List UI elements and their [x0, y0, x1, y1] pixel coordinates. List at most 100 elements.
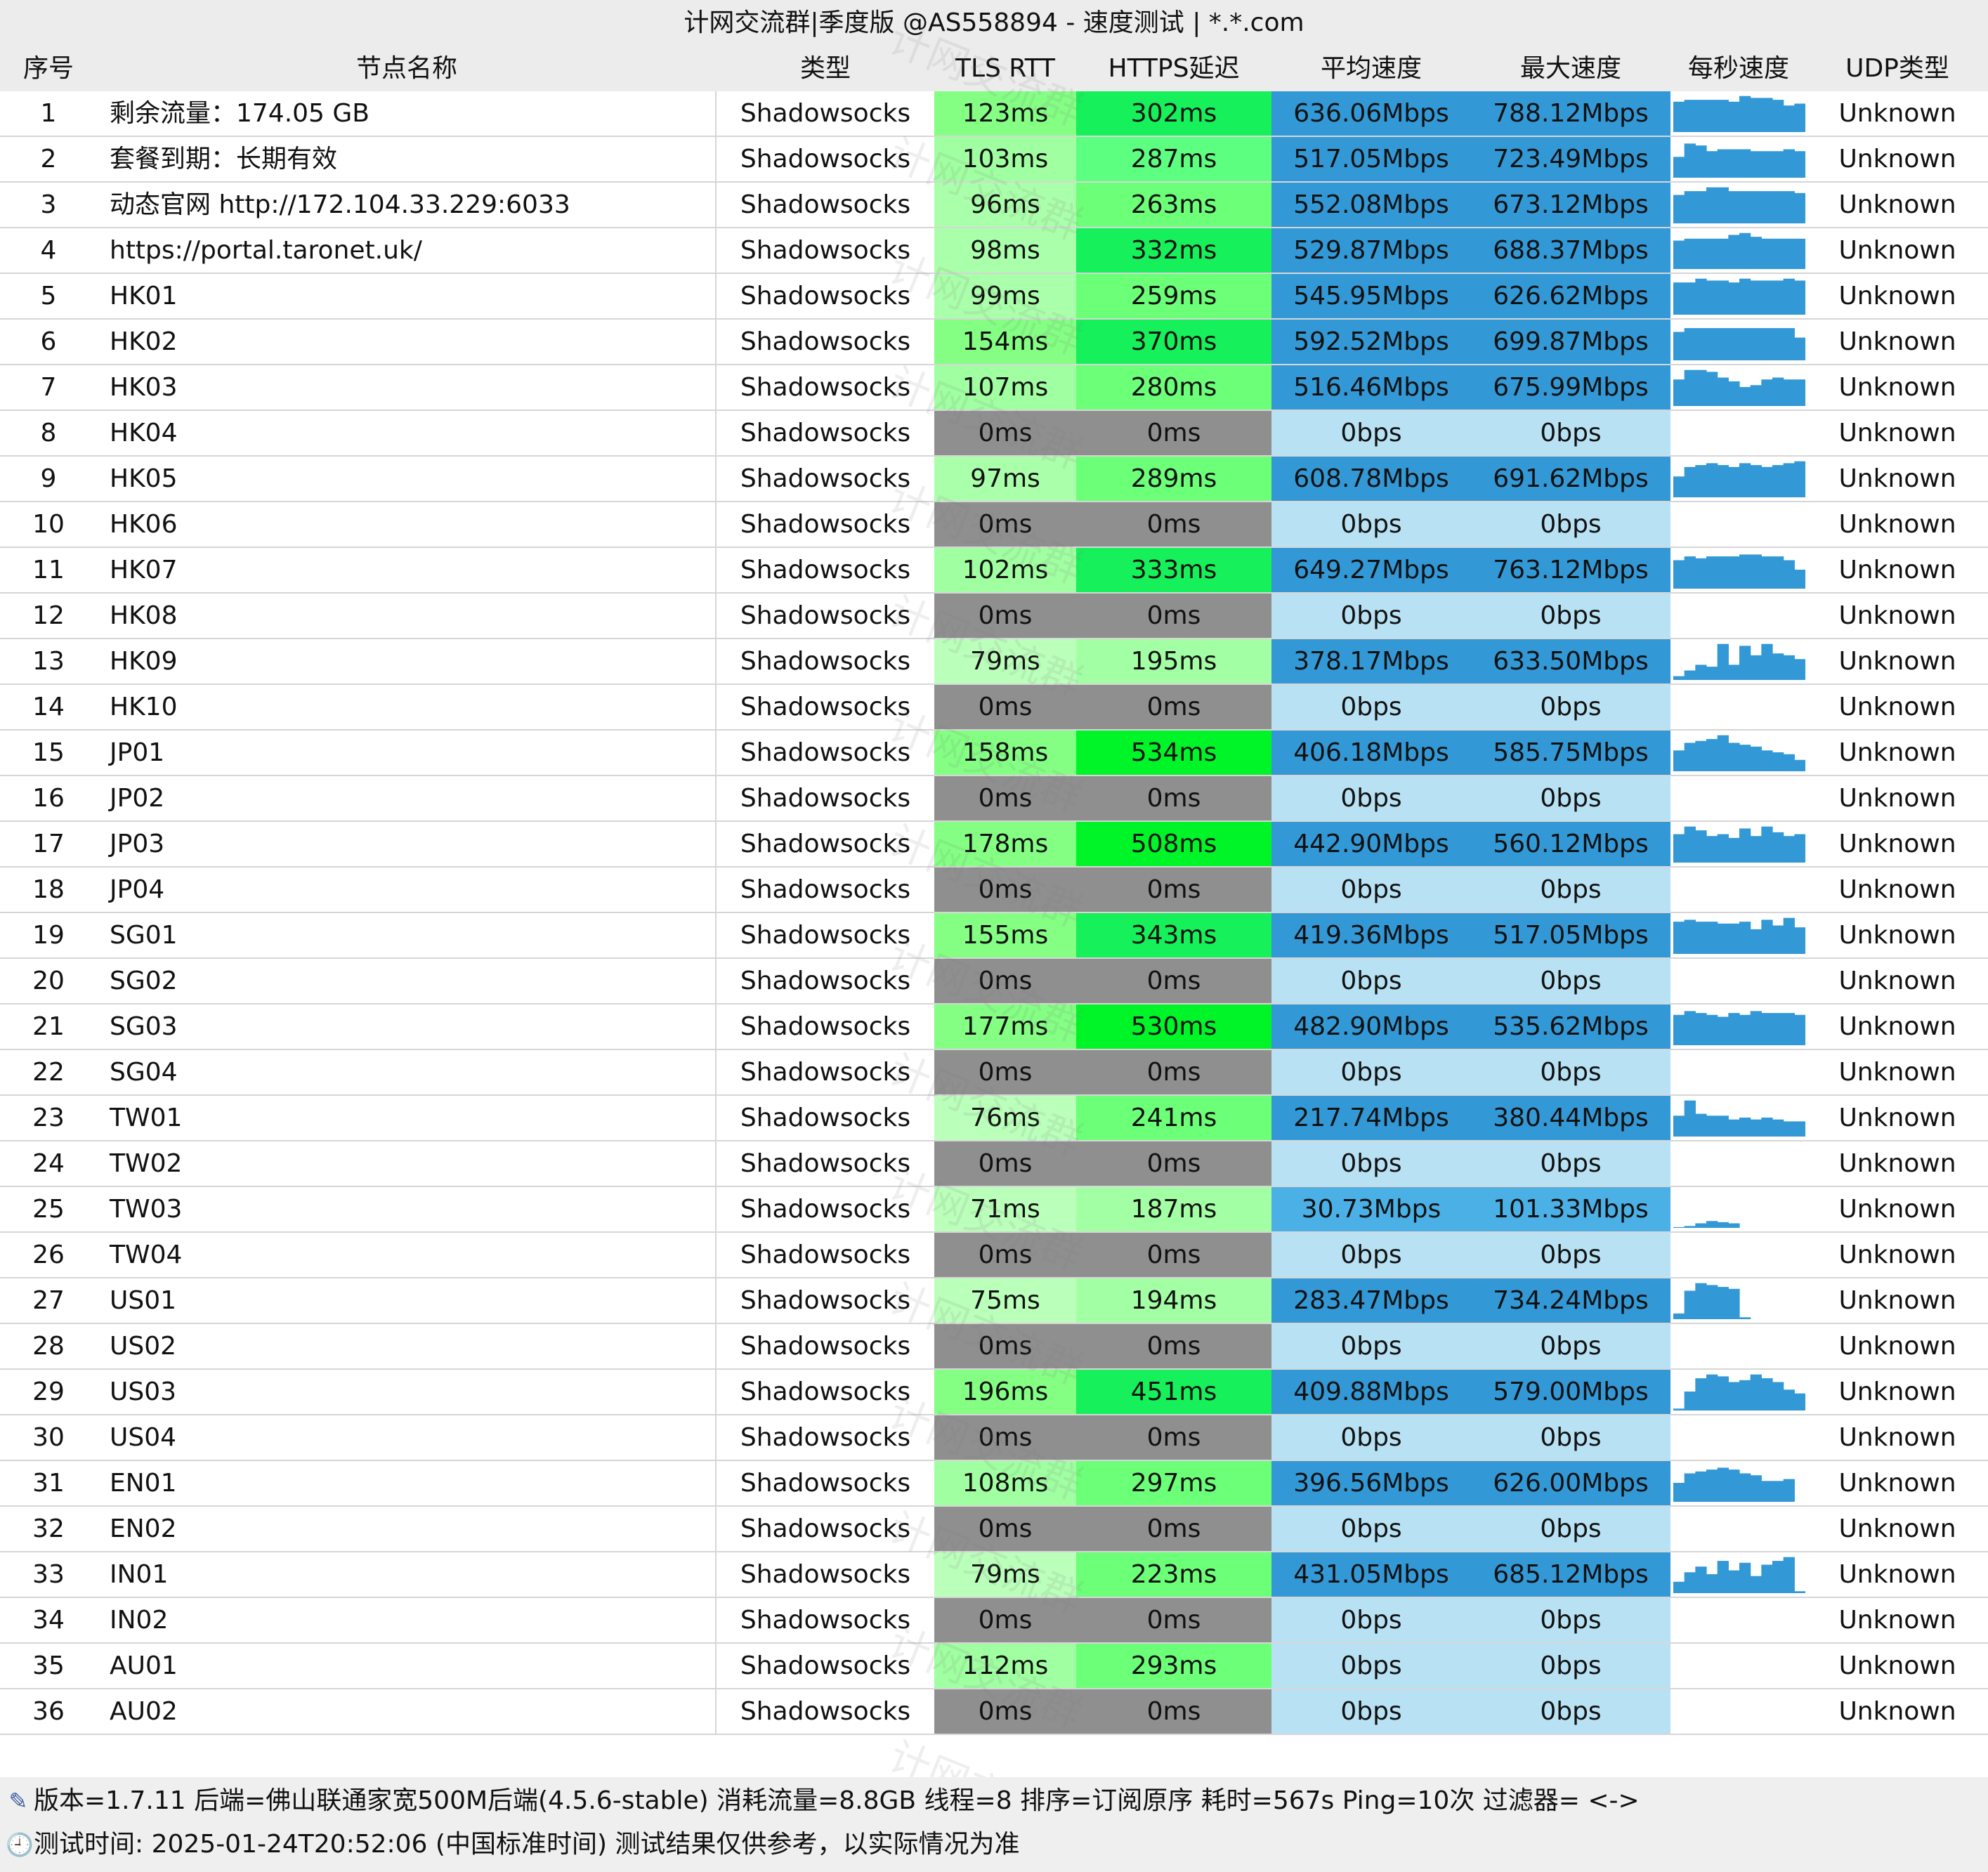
speed-bar [1739, 278, 1751, 315]
table-row[interactable]: 36 AU02 Shadowsocks 0ms 0ms 0bps 0bps Unknown [0, 1689, 1988, 1735]
speed-bar [1728, 1382, 1740, 1410]
cell-https-delay: 194ms [1076, 1278, 1271, 1323]
version-icon: ✎ [8, 1788, 28, 1814]
speed-bar [1772, 1382, 1784, 1410]
speed-bar [1772, 1119, 1784, 1137]
table-row[interactable]: 35 AU01 Shadowsocks 112ms 293ms 0bps 0bps Unkno… [0, 1644, 1988, 1689]
table-row[interactable]: 33 IN01 Shadowsocks 79ms 223ms 431.05Mbps 685.… [0, 1552, 1988, 1598]
speed-bar [1750, 191, 1762, 223]
cell-https-delay: 0ms [1076, 594, 1271, 638]
table-row[interactable]: 31 EN01 Shadowsocks 108ms 297ms 396.56Mbps 626… [0, 1461, 1988, 1507]
table-row[interactable]: 22 SG04 Shadowsocks 0ms 0ms 0bps 0bps Unknown [0, 1050, 1988, 1096]
speed-bar [1750, 1475, 1762, 1502]
table-row[interactable]: 8 HK04 Shadowsocks 0ms 0ms 0bps 0bps Unknown [0, 411, 1988, 457]
speed-bar [1673, 1483, 1685, 1502]
speed-bar [1761, 1378, 1773, 1410]
cell-index: 36 [32, 1697, 65, 1726]
cell-avg-speed: 0bps [1271, 1141, 1471, 1186]
cell-type: Shadowsocks [740, 1104, 911, 1132]
speed-bar [1684, 369, 1696, 406]
cell-tls-rtt: 0ms [934, 685, 1076, 729]
speed-bar [1673, 1313, 1685, 1319]
table-row[interactable]: 18 JP04 Shadowsocks 0ms 0ms 0bps 0bps Unknown [0, 868, 1988, 913]
cell-index: 22 [32, 1058, 65, 1087]
table-row[interactable]: 28 US02 Shadowsocks 0ms 0ms 0bps 0bps Unknown [0, 1324, 1988, 1370]
header-type[interactable]: 类型 [799, 54, 851, 83]
header-node-name[interactable]: 节点名称 [355, 54, 457, 83]
table-header: 序号 节点名称 类型 TLS RTT HTTPS延迟 平均速度 最大速度 每秒速… [0, 46, 1988, 91]
speed-bar [1728, 235, 1740, 269]
cell-node-name: 剩余流量：174.05 GB [97, 91, 717, 136]
header-https-delay[interactable]: HTTPS延迟 [1108, 54, 1240, 83]
header-avg-speed[interactable]: 平均速度 [1320, 54, 1422, 83]
speed-bar [1706, 667, 1718, 680]
table-row[interactable]: 9 HK05 Shadowsocks 97ms 289ms 608.78Mbps 691.6… [0, 457, 1988, 502]
table-row[interactable]: 21 SG03 Shadowsocks 177ms 530ms 482.90Mbps 535… [0, 1004, 1988, 1050]
header-index[interactable]: 序号 [22, 54, 74, 83]
header-per-second-speed[interactable]: 每秒速度 [1687, 54, 1789, 83]
table-row[interactable]: 15 JP01 Shadowsocks 158ms 534ms 406.18Mbps 585… [0, 731, 1988, 776]
table-row[interactable]: 3 动态官网 http://172.104.33.229:6033 Shadowso… [0, 183, 1988, 228]
speed-bar [1772, 832, 1784, 863]
cell-type: Shadowsocks [740, 647, 911, 676]
table-row[interactable]: 19 SG01 Shadowsocks 155ms 343ms 419.36Mbps 517… [0, 913, 1988, 959]
cell-node-name: US03 [97, 1370, 717, 1414]
cell-udp-type: Unknown [1838, 1377, 1956, 1406]
header-udp-type[interactable]: UDP类型 [1845, 54, 1949, 83]
table-row[interactable]: 17 JP03 Shadowsocks 178ms 508ms 442.90Mbps 560… [0, 822, 1988, 868]
speed-bar [1783, 278, 1795, 315]
speed-bar [1673, 1581, 1685, 1593]
table-row[interactable]: 4 https://portal.taronet.uk/Shadowsocks 98… [0, 228, 1988, 274]
speed-bar [1750, 98, 1762, 132]
speed-bar [1695, 465, 1707, 497]
cell-avg-speed: 0bps [1271, 1050, 1471, 1094]
header-tls-rtt[interactable]: TLS RTT [955, 54, 1056, 83]
table-row[interactable]: 11 HK07 Shadowsocks 102ms 333ms 649.27Mbps 763… [0, 548, 1988, 594]
cell-https-delay: 297ms [1076, 1461, 1271, 1505]
cell-max-speed: 101.33Mbps [1471, 1187, 1670, 1231]
header-max-speed[interactable]: 最大速度 [1519, 54, 1621, 83]
table-row[interactable]: 26 TW04 Shadowsocks 0ms 0ms 0bps 0bps Unknown [0, 1233, 1988, 1278]
table-row[interactable]: 24 TW02 Shadowsocks 0ms 0ms 0bps 0bps Unknown [0, 1141, 1988, 1187]
table-row[interactable]: 1 剩余流量：174.05 GB Shadowsocks 123ms 302ms 636.… [0, 91, 1988, 137]
cell-udp-type: Unknown [1838, 921, 1956, 950]
table-row[interactable]: 14 HK10 Shadowsocks 0ms 0ms 0bps 0bps Unknown [0, 685, 1988, 731]
speed-bar [1684, 1226, 1696, 1228]
per-second-speed-chart [1673, 870, 1805, 908]
speed-bar [1739, 387, 1751, 406]
cell-avg-speed: 217.74Mbps [1271, 1096, 1471, 1140]
table-row[interactable]: 29 US03 Shadowsocks 196ms 451ms 409.88Mbps 579… [0, 1370, 1988, 1415]
speed-bar [1706, 463, 1718, 497]
table-row[interactable]: 13 HK09 Shadowsocks 79ms 195ms 378.17Mbps 633.… [0, 639, 1988, 685]
cell-tls-rtt: 123ms [934, 91, 1076, 136]
table-row[interactable]: 25 TW03 Shadowsocks 71ms 187ms 30.73Mbps 101.3… [0, 1187, 1988, 1233]
cell-tls-rtt: 107ms [934, 365, 1076, 410]
cell-https-delay: 0ms [1076, 868, 1271, 912]
speed-bar [1673, 922, 1685, 954]
per-second-speed-chart [1673, 916, 1805, 954]
table-row[interactable]: 27 US01 Shadowsocks 75ms 194ms 283.47Mbps 734.… [0, 1278, 1988, 1324]
cell-tls-rtt: 79ms [934, 1552, 1076, 1597]
cell-max-speed: 579.00Mbps [1471, 1370, 1670, 1414]
table-row[interactable]: 32 EN02 Shadowsocks 0ms 0ms 0bps 0bps Unknown [0, 1507, 1988, 1552]
table-row[interactable]: 6 HK02 Shadowsocks 154ms 370ms 592.52Mbps 699.… [0, 320, 1988, 365]
speed-bar [1673, 379, 1685, 406]
table-row[interactable]: 2 套餐到期：长期有效 Shadowsocks 103ms 287ms 517.05Mbp… [0, 137, 1988, 183]
table-row[interactable]: 16 JP02 Shadowsocks 0ms 0ms 0bps 0bps Unknown [0, 776, 1988, 822]
speed-bar [1783, 328, 1795, 360]
cell-https-delay: 0ms [1076, 502, 1271, 546]
table-row[interactable]: 5 HK01 Shadowsocks 99ms 259ms 545.95Mbps 626.6… [0, 274, 1988, 320]
table-row[interactable]: 7 HK03 Shadowsocks 107ms 280ms 516.46Mbps 675.… [0, 365, 1988, 411]
cell-max-speed: 0bps [1471, 868, 1670, 912]
cell-tls-rtt: 155ms [934, 913, 1076, 957]
table-row[interactable]: 23 TW01 Shadowsocks 76ms 241ms 217.74Mbps 380.… [0, 1096, 1988, 1141]
table-row[interactable]: 12 HK08 Shadowsocks 0ms 0ms 0bps 0bps Unknown [0, 594, 1988, 639]
cell-avg-speed: 482.90Mbps [1271, 1004, 1471, 1049]
table-row[interactable]: 20 SG02 Shadowsocks 0ms 0ms 0bps 0bps Unknown [0, 959, 1988, 1004]
table-row[interactable]: 10 HK06 Shadowsocks 0ms 0ms 0bps 0bps Unknown [0, 502, 1988, 548]
table-row[interactable]: 34 IN02 Shadowsocks 0ms 0ms 0bps 0bps Unknown [0, 1598, 1988, 1644]
cell-node-name: US01 [97, 1278, 717, 1323]
table-row[interactable]: 30 US04 Shadowsocks 0ms 0ms 0bps 0bps Unknown [0, 1415, 1988, 1461]
speed-bar [1783, 238, 1795, 269]
cell-udp-type: Unknown [1838, 510, 1956, 539]
